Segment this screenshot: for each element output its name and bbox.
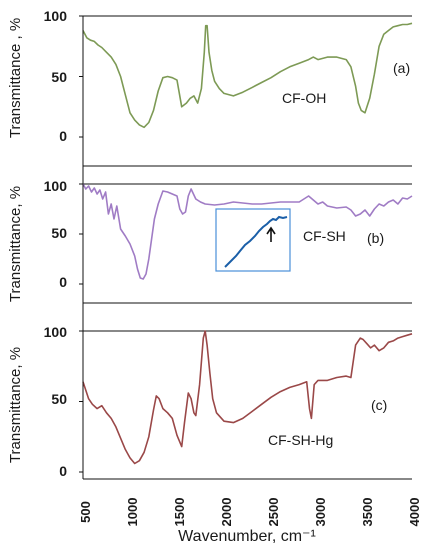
panel-c-ytick-0: 0: [59, 463, 67, 479]
xtick-1500: 1500: [172, 498, 187, 527]
panel-c-ylabel: Transmittance, %: [7, 347, 24, 463]
inset-curve: [224, 215, 288, 268]
panel-b-ytick-50: 50: [51, 225, 67, 241]
inset-box: [215, 208, 291, 272]
xtick-2000: 2000: [219, 498, 234, 527]
xtick-3000: 3000: [313, 498, 328, 527]
panel-a-series-0: [82, 22, 413, 129]
panels-group: [79, 15, 413, 480]
xtick-1000: 1000: [125, 498, 140, 527]
panel-b-ytick-0: 0: [59, 274, 67, 290]
xtick-2500: 2500: [266, 498, 281, 527]
panel-c-series-0: [82, 330, 413, 465]
panel-b-ytick-100: 100: [44, 178, 68, 194]
xtick-500: 500: [78, 501, 93, 523]
x-tick-labels: 500 1000 1500 2000 2500 3000 3500 4000: [78, 498, 422, 527]
inset-arrow-icon: [266, 226, 276, 242]
panel-c-ytick-100: 100: [44, 324, 68, 340]
xtick-4000: 4000: [407, 498, 422, 527]
xtick-3500: 3500: [360, 498, 375, 527]
panel-c-annotation: CF-SH-Hg: [268, 432, 333, 448]
panel-c-label: (c): [371, 397, 387, 413]
panel-c-ytick-50: 50: [51, 391, 67, 407]
panel-b-annotation: CF-SH: [303, 228, 346, 244]
panel-b-ylabel: Transmittance, %: [7, 186, 24, 302]
panel-a-ylabel: Transmittance , %: [7, 18, 24, 138]
panel-b-series-0: [82, 183, 413, 280]
panel-a-ytick-0: 0: [59, 128, 67, 144]
panel-a-annotation: CF-OH: [282, 90, 326, 106]
panel-a-ytick-50: 50: [51, 69, 67, 85]
panel-a-ytick-100: 100: [44, 8, 68, 24]
panel-b-label: (b): [367, 230, 384, 246]
x-axis-label: Wavenumber, cm⁻¹: [178, 528, 316, 545]
panel-a-label: (a): [393, 60, 410, 76]
